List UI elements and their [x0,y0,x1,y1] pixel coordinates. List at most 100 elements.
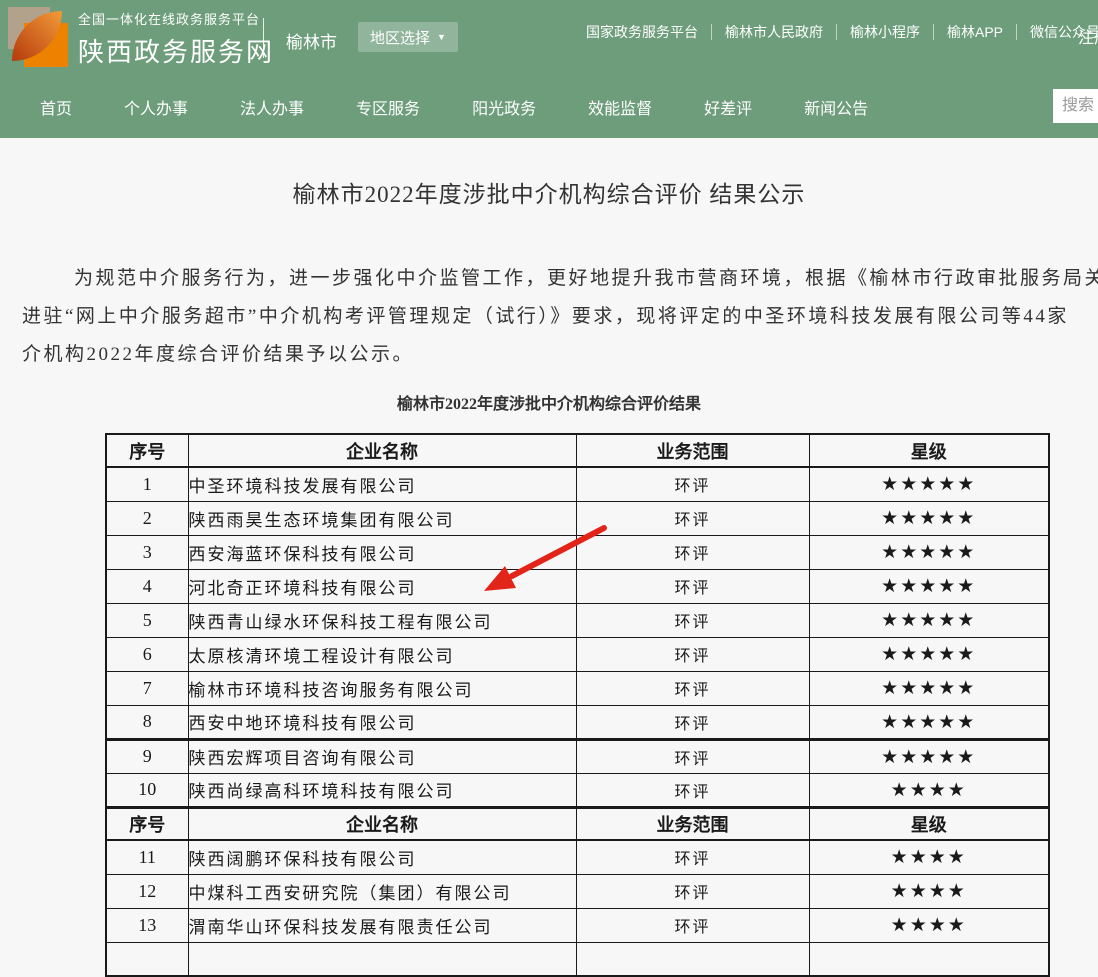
table-cell-scope: 环评 [575,704,810,740]
table-row: 11 陕西阔鹏环保科技有限公司 环评 ★★★★ [105,839,1050,875]
table-cell-no: 1 [105,466,189,502]
table-row: 5 陕西青山绿水环保科技工程有限公司 环评 ★★★★★ [105,602,1050,638]
table-row: 3 西安海蓝环保科技有限公司 环评 ★★★★★ [105,534,1050,570]
table-cell-scope: 环评 [575,907,810,943]
table-cell-stars: ★★★★★ [808,704,1050,740]
search-input[interactable] [1053,89,1098,123]
nav-items: 首页 个人办事 法人办事 专区服务 阳光政务 效能监督 好差评 新闻公告 [40,75,868,138]
nav-item-5[interactable]: 效能监督 [588,100,653,118]
table-row: 4 河北奇正环境科技有限公司 环评 ★★★★★ [105,568,1050,604]
column-header: 序号 [105,433,189,468]
table-cell-stars: ★★★★★ [808,500,1050,536]
table-cell-scope: 环评 [575,636,810,672]
site-title: 陕西政务服务网 [78,37,275,67]
table-cell-stars: ★★★★ [808,772,1050,808]
table-row: 9 陕西宏辉项目咨询有限公司 环评 ★★★★★ [105,737,1050,774]
table-cell-name: 陕西雨昊生态环境集团有限公司 [187,500,577,536]
table-cell-name: 中煤科工西安研究院（集团）有限公司 [187,873,577,909]
table-cell-no: 9 [105,737,189,774]
nav-item-3[interactable]: 专区服务 [356,100,421,118]
nav-item-2[interactable]: 法人办事 [240,100,305,118]
table-row: 6 太原核清环境工程设计有限公司 环评 ★★★★★ [105,636,1050,672]
current-city-label: 榆林市 [286,33,337,52]
table-cell-stars: ★★★★ [808,907,1050,943]
register-link[interactable]: 注册 [1078,30,1098,47]
header-link-1[interactable]: 榆林市人民政府 [712,24,837,40]
page-title: 榆林市2022年度涉批中介机构综合评价 结果公示 [292,182,806,207]
brand-divider [263,18,264,58]
table-cell-name: 陕西青山绿水环保科技工程有限公司 [187,602,577,638]
table-caption: 榆林市2022年度涉批中介机构综合评价结果 [396,396,701,413]
table-cell [808,941,1050,977]
header-link-4[interactable]: 微信公众号 [1030,24,1098,40]
table-cell-stars: ★★★★★ [808,636,1050,672]
table-cell-no: 12 [105,873,189,909]
table-cell [575,941,810,977]
table-cell-no: 11 [105,839,189,875]
table-row: 2 陕西雨昊生态环境集团有限公司 环评 ★★★★★ [105,500,1050,536]
table-header-row: 序号 企业名称 业务范围 星级 [105,433,1050,468]
table-cell-name: 河北奇正环境科技有限公司 [187,568,577,604]
table-row: 7 榆林市环境科技咨询服务有限公司 环评 ★★★★★ [105,670,1050,706]
region-selector-label: 地区选择 [370,29,431,47]
main-nav-bar: 首页 个人办事 法人办事 专区服务 阳光政务 效能监督 好差评 新闻公告 [0,75,1098,138]
column-header: 企业名称 [187,433,577,468]
nav-item-6[interactable]: 好差评 [704,100,753,118]
table-row: 13 渭南华山环保科技发展有限责任公司 环评 ★★★★ [105,907,1050,943]
table-cell-no: 13 [105,907,189,943]
paragraph-line-2: 进驻“网上中介服务超市”中介机构考评管理规定（试行）》要求，现将评定的中圣环境科… [22,306,1069,327]
table-cell-scope: 环评 [575,568,810,604]
table-row-partial [105,941,1050,977]
table-row: 1 中圣环境科技发展有限公司 环评 ★★★★★ [105,466,1050,502]
header-links: 国家政务服务平台 榆林市人民政府 榆林小程序 榆林APP 微信公众号 [573,24,1098,40]
table-cell-no: 4 [105,568,189,604]
nav-item-0[interactable]: 首页 [40,100,73,118]
table-cell [105,941,189,977]
site-logo[interactable] [8,7,68,67]
table-row: 10 陕西尚绿高科环境科技有限公司 环评 ★★★★ [105,772,1050,808]
table-cell-stars: ★★★★★ [808,602,1050,638]
table-cell-name: 渭南华山环保科技发展有限责任公司 [187,907,577,943]
table-cell-scope: 环评 [575,772,810,808]
platform-subtitle: 全国一体化在线政务服务平台 [78,12,261,27]
table-cell-name: 榆林市环境科技咨询服务有限公司 [187,670,577,706]
table-cell-no: 5 [105,602,189,638]
table-cell-stars: ★★★★★ [808,737,1050,774]
table-cell-scope: 环评 [575,500,810,536]
table-cell-scope: 环评 [575,670,810,706]
table-cell-stars: ★★★★ [808,839,1050,875]
table-cell-scope: 环评 [575,534,810,570]
table-cell-name: 陕西尚绿高科环境科技有限公司 [187,772,577,808]
table-cell-scope: 环评 [575,466,810,502]
table-cell-no: 8 [105,704,189,740]
results-table: 序号 企业名称 业务范围 星级 1 中圣环境科技发展有限公司 环评 ★★★★★ 2 陕西雨昊生态环… [105,433,1050,977]
table-cell-stars: ★★★★★ [808,466,1050,502]
column-header: 业务范围 [575,433,810,468]
top-header-bar: 全国一体化在线政务服务平台 陕西政务服务网 榆林市 地区选择 ▼ 国家政务服务平… [0,0,1098,75]
table-cell [187,941,577,977]
table-cell-name: 中圣环境科技发展有限公司 [187,466,577,502]
nav-item-4[interactable]: 阳光政务 [472,100,537,118]
table-row: 8 西安中地环境科技有限公司 环评 ★★★★★ [105,704,1050,740]
column-header: 星级 [808,433,1050,468]
chevron-down-icon: ▼ [437,32,446,42]
results-table-wrap: 序号 企业名称 业务范围 星级 1 中圣环境科技发展有限公司 环评 ★★★★★ 2 陕西雨昊生态环… [105,433,1050,977]
table-cell-stars: ★★★★★ [808,568,1050,604]
column-header: 业务范围 [575,805,810,841]
announcement-paragraph: 为规范中介服务行为，进一步强化中介监管工作，更好地提升我市营商环境，根据《榆林市… [22,260,1098,374]
paragraph-line-1: 为规范中介服务行为，进一步强化中介监管工作，更好地提升我市营商环境，根据《榆林市… [74,268,1098,289]
header-link-3[interactable]: 榆林APP [934,24,1018,40]
table-cell-name: 陕西宏辉项目咨询有限公司 [187,737,577,774]
header-link-2[interactable]: 榆林小程序 [837,24,934,40]
table-cell-scope: 环评 [575,873,810,909]
nav-item-1[interactable]: 个人办事 [124,100,189,118]
nav-item-7[interactable]: 新闻公告 [804,100,869,118]
table-cell-no: 10 [105,772,189,808]
table-header-row: 序号 企业名称 业务范围 星级 [105,805,1050,841]
table-cell-stars: ★★★★ [808,873,1050,909]
region-selector-button[interactable]: 地区选择 ▼ [358,22,458,52]
table-cell-scope: 环评 [575,839,810,875]
table-cell-name: 太原核清环境工程设计有限公司 [187,636,577,672]
table-cell-no: 6 [105,636,189,672]
header-link-0[interactable]: 国家政务服务平台 [573,24,712,40]
